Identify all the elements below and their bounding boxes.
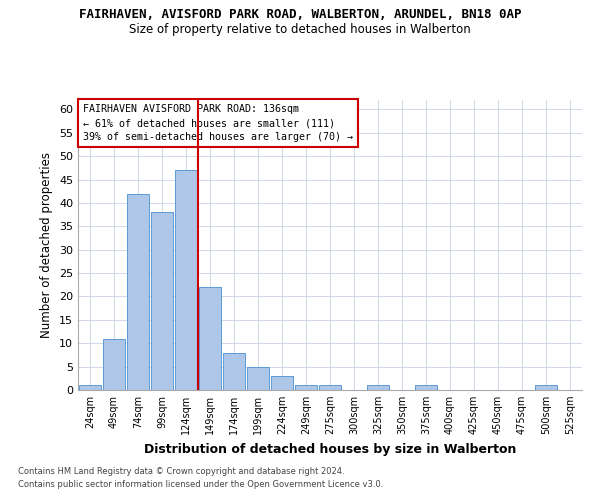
Text: FAIRHAVEN AVISFORD PARK ROAD: 136sqm
← 61% of detached houses are smaller (111)
: FAIRHAVEN AVISFORD PARK ROAD: 136sqm ← 6…: [83, 104, 353, 142]
Y-axis label: Number of detached properties: Number of detached properties: [40, 152, 53, 338]
Bar: [319, 386, 341, 390]
Bar: [247, 366, 269, 390]
Bar: [223, 352, 245, 390]
Bar: [367, 386, 389, 390]
Bar: [199, 287, 221, 390]
Bar: [151, 212, 173, 390]
Bar: [535, 386, 557, 390]
Bar: [415, 386, 437, 390]
Bar: [127, 194, 149, 390]
Text: Distribution of detached houses by size in Walberton: Distribution of detached houses by size …: [144, 442, 516, 456]
Bar: [295, 386, 317, 390]
Bar: [79, 386, 101, 390]
Text: Contains public sector information licensed under the Open Government Licence v3: Contains public sector information licen…: [18, 480, 383, 489]
Text: Size of property relative to detached houses in Walberton: Size of property relative to detached ho…: [129, 22, 471, 36]
Bar: [175, 170, 197, 390]
Text: FAIRHAVEN, AVISFORD PARK ROAD, WALBERTON, ARUNDEL, BN18 0AP: FAIRHAVEN, AVISFORD PARK ROAD, WALBERTON…: [79, 8, 521, 20]
Text: Contains HM Land Registry data © Crown copyright and database right 2024.: Contains HM Land Registry data © Crown c…: [18, 467, 344, 476]
Bar: [103, 338, 125, 390]
Bar: [271, 376, 293, 390]
